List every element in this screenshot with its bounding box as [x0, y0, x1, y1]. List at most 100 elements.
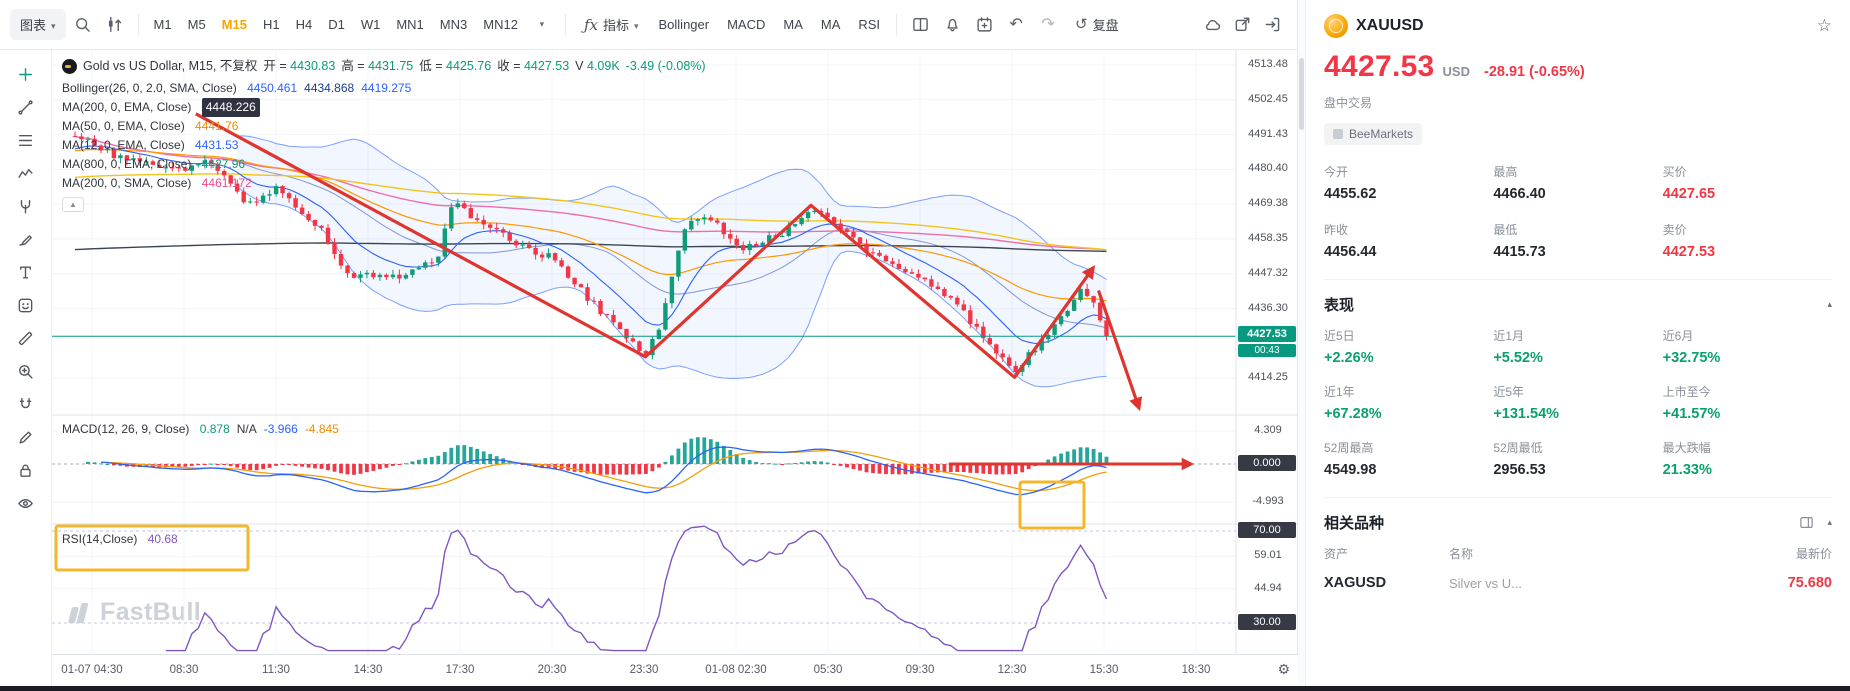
broker-badge[interactable]: BeeMarkets — [1324, 123, 1423, 145]
related-panel-icon[interactable] — [1799, 515, 1815, 531]
time-axis[interactable]: ⚙ 01-07 04:30 08:30 11:30 14:30 17:30 20:30 23… — [52, 654, 1298, 686]
replay-icon: ↺ — [1075, 16, 1088, 33]
related-row-xagusd[interactable]: XAGUSD Silver vs U... 75.680 — [1324, 575, 1832, 591]
stat-low: 最低 4415.73 — [1493, 223, 1546, 260]
price-axis-label: 4414.25 — [1248, 371, 1288, 383]
cloud-upload-icon[interactable] — [1197, 10, 1227, 40]
price-axis-label: 4480.40 — [1248, 162, 1288, 174]
trend-line-icon[interactable] — [0, 91, 52, 124]
stat-ask: 卖价 4427.53 — [1662, 223, 1716, 260]
add-icon[interactable] — [0, 58, 52, 91]
timeframe-w1[interactable]: W1 — [360, 17, 381, 32]
volume: V 4.09K — [575, 59, 620, 73]
brush-icon[interactable] — [0, 223, 52, 256]
symbol-logo-icon — [62, 59, 77, 74]
indicator-ma-2[interactable]: MA — [820, 17, 841, 32]
text-icon[interactable] — [0, 256, 52, 289]
ohlc-close: 收 = 4427.53 — [497, 59, 570, 73]
price-axis-label: 4491.43 — [1248, 128, 1288, 140]
search-icon[interactable] — [68, 10, 98, 40]
rsi-30-badge: 30.00 — [1238, 614, 1296, 630]
ohlc-low: 低 = 4425.76 — [419, 59, 492, 73]
chart-container: Gold vs US Dollar, M15, 不复权 开 = 4430.83 … — [52, 50, 1298, 691]
elliott-wave-icon[interactable] — [0, 157, 52, 190]
drawing-toolbar — [0, 50, 52, 691]
sticker-icon[interactable] — [0, 289, 52, 322]
replay-label: 复盘 — [1092, 18, 1119, 33]
timeframe-m5[interactable]: M5 — [187, 17, 206, 32]
timeframe-m15[interactable]: M15 — [221, 17, 247, 32]
price-axis-label: 4469.38 — [1248, 197, 1288, 209]
time-axis-label: 01-08 02:30 — [705, 664, 767, 676]
timeframe-h4[interactable]: H4 — [295, 17, 313, 32]
performance-grid: 近5日 +2.26% 近1月 +5.52% 近6月 +32.75% 近1年 +67.28… — [1324, 327, 1832, 479]
replay-button[interactable]: ↺ 复盘 — [1065, 9, 1129, 40]
draw-pen-icon[interactable] — [0, 421, 52, 454]
calendar-icon[interactable] — [969, 10, 999, 40]
timeframe-dropdown-icon[interactable]: ▾ — [539, 19, 545, 29]
toolbar-separator — [564, 13, 566, 36]
price-axis-label: 4502.45 — [1248, 93, 1288, 105]
legend-ma200-sma: MA(200, 0, SMA, Close) 4461.172 — [62, 176, 252, 190]
price-change: -28.91 (-0.65%) — [1484, 64, 1585, 80]
indicators-button[interactable]: ƒx 指标 ▾ — [574, 9, 649, 40]
symbol-compare-icon[interactable] — [100, 10, 130, 40]
macd-axis-label: -4.993 — [1252, 495, 1284, 507]
time-axis-label: 17:30 — [445, 664, 475, 676]
indicators-label: 指标 — [602, 18, 629, 33]
ohlc-open: 开 = 4430.83 — [263, 59, 336, 73]
macd-zero-badge: 0.000 — [1238, 455, 1296, 471]
ohlc-high: 高 = 4431.75 — [341, 59, 414, 73]
quote-panel: XAUUSD ☆ 4427.53 USD -28.91 (-0.65%) 盘中交… — [1306, 0, 1850, 691]
legend-collapse-button[interactable]: ▲ — [62, 197, 84, 212]
timeframe-mn3[interactable]: MN3 — [439, 17, 468, 32]
undo-icon[interactable]: ↶ — [1009, 15, 1023, 33]
broker-logo-icon — [1333, 129, 1343, 139]
price-axis-label: 4513.48 — [1248, 58, 1288, 70]
magnet-icon[interactable] — [0, 388, 52, 421]
indicator-rsi[interactable]: RSI — [858, 17, 881, 32]
indicator-macd[interactable]: MACD — [727, 17, 766, 32]
perf-5y: 近5年 +131.54% — [1493, 385, 1560, 422]
fib-retracement-icon[interactable] — [0, 124, 52, 157]
redo-icon[interactable]: ↷ — [1041, 15, 1055, 33]
timeframe-h1[interactable]: H1 — [262, 17, 280, 32]
timeframe-mn1[interactable]: MN1 — [396, 17, 424, 32]
chart-menu-button[interactable]: 图表 ▾ — [10, 9, 66, 40]
stat-prev-close: 昨收 4456.44 — [1324, 223, 1377, 260]
toolbar-separator — [896, 13, 898, 36]
last-price: 4427.53 — [1324, 50, 1435, 83]
pitchfork-icon[interactable] — [0, 190, 52, 223]
collapse-performance-icon[interactable]: ▴ — [1827, 299, 1832, 309]
eye-icon[interactable] — [0, 487, 52, 520]
timeframe-m1[interactable]: M1 — [153, 17, 172, 32]
stat-high: 最高 4466.40 — [1493, 165, 1546, 202]
panel-scrollbar[interactable] — [1298, 0, 1306, 691]
chart-settings-gear-icon[interactable]: ⚙ — [1277, 661, 1290, 677]
time-axis-label: 15:30 — [1089, 664, 1119, 676]
bottom-bar — [0, 686, 1850, 691]
indicator-bollinger[interactable]: Bollinger — [658, 17, 710, 32]
share-icon[interactable] — [1227, 10, 1257, 40]
lock-icon[interactable] — [0, 454, 52, 487]
collapse-related-icon[interactable]: ▴ — [1827, 517, 1832, 527]
export-panel-icon[interactable] — [1257, 10, 1287, 40]
layout-icon[interactable] — [905, 10, 935, 40]
symbol-name: XAUUSD — [1356, 17, 1424, 34]
alert-bell-icon[interactable] — [937, 10, 967, 40]
zoom-in-icon[interactable] — [0, 355, 52, 388]
timeframe-d1[interactable]: D1 — [328, 17, 345, 32]
bar-change: -3.49 (-0.08%) — [625, 59, 706, 73]
chevron-down-icon: ▾ — [51, 21, 56, 31]
fx-icon: ƒx — [583, 15, 598, 34]
perf-5d: 近5日 +2.26% — [1324, 329, 1374, 366]
favorite-star-icon[interactable]: ☆ — [1816, 15, 1832, 35]
ruler-icon[interactable] — [0, 322, 52, 355]
price-axis[interactable]: 4513.48 4502.45 4491.43 4480.40 4469.38 4458.… — [1236, 50, 1298, 654]
indicator-ma-1[interactable]: MA — [783, 17, 803, 32]
scrollbar-thumb[interactable] — [1299, 58, 1304, 130]
timeframe-mn12[interactable]: MN12 — [483, 17, 518, 32]
divider — [1324, 279, 1832, 280]
main-chart-legend: Gold vs US Dollar, M15, 不复权 开 = 4430.83 … — [62, 57, 706, 213]
